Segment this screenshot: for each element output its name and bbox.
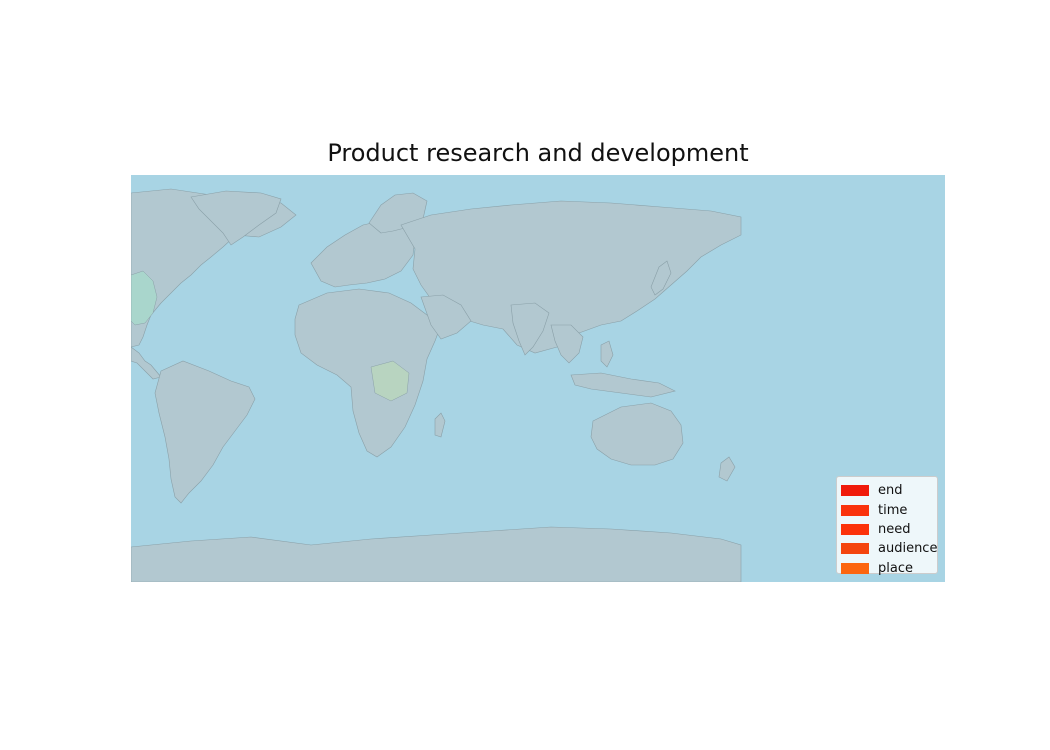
legend-swatch bbox=[841, 504, 869, 516]
legend-swatch bbox=[841, 485, 869, 497]
legend-label: audience bbox=[878, 541, 938, 557]
legend-label: place bbox=[878, 560, 913, 576]
south-america bbox=[154, 360, 256, 504]
world-map[interactable] bbox=[131, 175, 945, 582]
legend-label: end bbox=[878, 483, 903, 499]
legend-item: end bbox=[841, 481, 933, 500]
legend-item: need bbox=[841, 520, 933, 539]
legend-label: need bbox=[878, 521, 911, 537]
world-map-svg bbox=[131, 175, 945, 582]
indonesia bbox=[570, 372, 676, 398]
legend-swatch bbox=[841, 562, 869, 574]
legend-swatch bbox=[841, 523, 869, 535]
land-masses bbox=[131, 188, 742, 582]
greenland bbox=[190, 190, 282, 246]
philippines bbox=[600, 340, 614, 368]
map-legend: end time need audience place bbox=[836, 476, 938, 576]
legend-item: place bbox=[841, 559, 933, 578]
india bbox=[510, 302, 550, 356]
africa bbox=[294, 288, 442, 458]
highlighted-region-africa bbox=[370, 360, 410, 402]
map-title: Product research and development bbox=[327, 139, 749, 167]
highlighted-region-north-america bbox=[131, 270, 158, 326]
japan bbox=[650, 260, 672, 296]
madagascar bbox=[434, 412, 446, 438]
new-zealand bbox=[718, 456, 736, 482]
legend-swatch bbox=[841, 543, 869, 555]
arabian-peninsula bbox=[420, 294, 472, 340]
southeast-asia bbox=[550, 324, 584, 364]
australia bbox=[590, 402, 684, 466]
legend-item: time bbox=[841, 500, 933, 519]
europe bbox=[310, 220, 416, 288]
legend-label: time bbox=[878, 502, 908, 518]
legend-item: audience bbox=[841, 539, 937, 558]
antarctica bbox=[131, 526, 742, 582]
